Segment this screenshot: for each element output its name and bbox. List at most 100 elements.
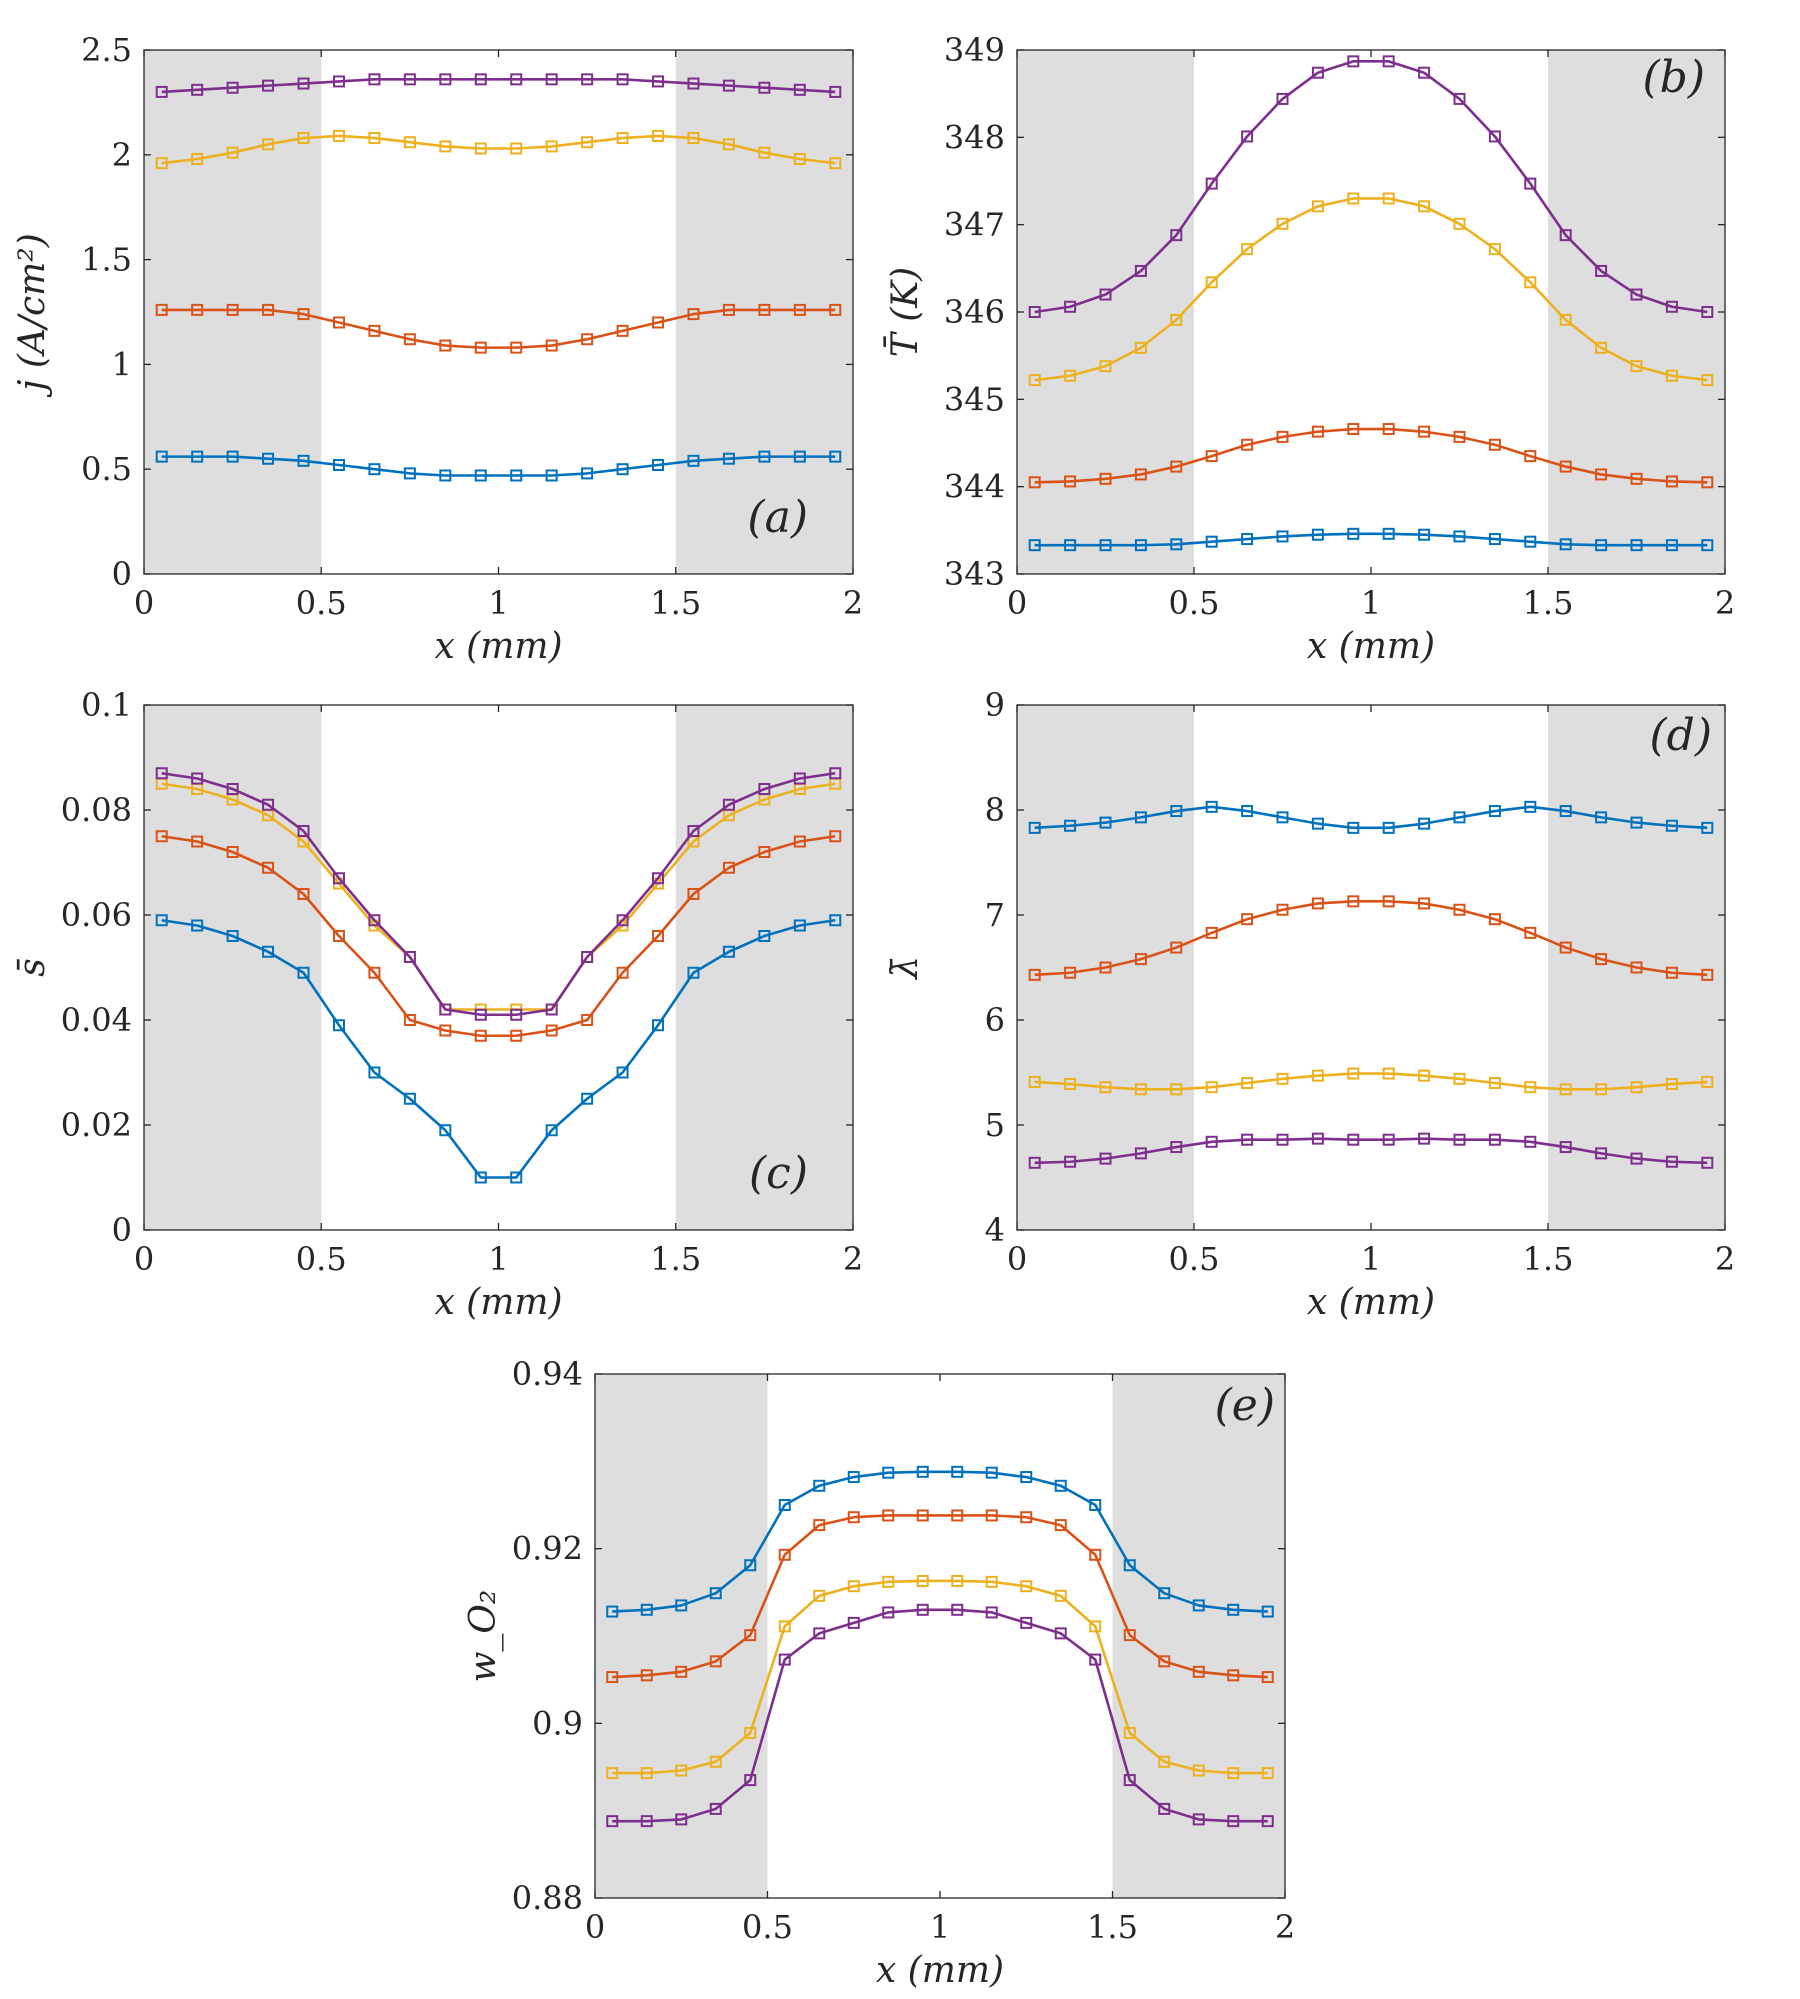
data-point [581, 1014, 594, 1026]
data-point [722, 452, 735, 465]
y-tick-label: 6 [985, 1001, 1005, 1039]
data-point [829, 85, 842, 98]
data-point [652, 1019, 665, 1032]
data-point [778, 1548, 791, 1561]
data-point [1276, 430, 1289, 443]
data-point [1064, 819, 1077, 832]
shaded-region-right [1548, 50, 1725, 574]
data-point [1382, 1133, 1395, 1146]
x-tick-label: 1 [488, 1240, 508, 1278]
data-point [1701, 476, 1714, 489]
x-axis-label-a: x (mm) [434, 626, 562, 667]
data-point [1205, 926, 1218, 939]
data-point [1382, 527, 1395, 540]
data-point [813, 1519, 826, 1532]
data-point [1028, 539, 1041, 552]
data-point [616, 914, 629, 927]
data-point [297, 825, 310, 837]
data-point [1418, 1069, 1431, 1082]
data-point [1311, 425, 1324, 438]
data-point [155, 914, 168, 927]
data-point [474, 1029, 487, 1042]
data-point [1347, 423, 1360, 436]
data-point [1028, 306, 1041, 318]
data-point [1418, 897, 1431, 910]
data-point [1524, 1081, 1537, 1094]
data-point [640, 1603, 653, 1616]
y-tick-label: 7 [985, 896, 1005, 934]
y-axis-label-e: w_O₂ [463, 1590, 504, 1683]
data-point [1665, 966, 1678, 979]
data-point [439, 1003, 452, 1016]
data-point [1347, 1067, 1360, 1080]
data-point [510, 1029, 523, 1042]
x-tick-label: 2 [843, 1240, 863, 1278]
data-point [1158, 1802, 1171, 1815]
data-point [1524, 276, 1537, 289]
data-point [1559, 460, 1572, 473]
data-point [793, 772, 806, 785]
data-point [510, 142, 523, 155]
data-point [1241, 243, 1254, 256]
data-point [368, 324, 381, 337]
data-point [1630, 288, 1643, 301]
data-point [1276, 1072, 1289, 1085]
data-point [1382, 895, 1395, 908]
data-point [1054, 1479, 1067, 1492]
y-axis-label-a: j (A/cm²) [12, 233, 53, 398]
data-point [1524, 177, 1537, 190]
data-point [778, 1499, 791, 1511]
data-point [744, 1629, 757, 1642]
x-axis-label-e: x (mm) [876, 1950, 1004, 1991]
data-point [606, 1605, 619, 1618]
data-point [1261, 1767, 1274, 1780]
y-tick-label: 2.5 [81, 31, 132, 69]
data-point [722, 138, 735, 151]
data-point [793, 303, 806, 316]
data-point [545, 140, 558, 153]
data-point [1630, 816, 1643, 829]
data-point [951, 1603, 964, 1616]
data-point [1241, 1133, 1254, 1146]
x-tick-label: 2 [1715, 584, 1735, 622]
data-point [1205, 1081, 1218, 1094]
data-point [1099, 1152, 1112, 1165]
data-point [1028, 821, 1041, 834]
data-point [1227, 1603, 1240, 1616]
data-point [1227, 1767, 1240, 1780]
y-tick-label: 0.08 [61, 791, 132, 829]
data-point [1418, 817, 1431, 830]
data-point [616, 463, 629, 476]
data-point [332, 316, 345, 329]
data-point [1170, 460, 1183, 473]
data-point [368, 1066, 381, 1079]
data-point [1064, 1155, 1077, 1168]
data-point [1595, 1083, 1608, 1096]
data-point [297, 966, 310, 979]
data-point [1311, 897, 1324, 910]
panel-label-d: (d) [1650, 710, 1713, 761]
data-point [1205, 800, 1218, 813]
x-tick-label: 0 [585, 1908, 605, 1946]
data-point [829, 157, 842, 170]
shaded-region-right [1112, 1374, 1285, 1898]
data-point [1205, 1135, 1218, 1148]
data-point [758, 146, 771, 159]
data-point [1311, 1069, 1324, 1082]
data-point [793, 450, 806, 463]
y-tick-label: 0.92 [512, 1530, 583, 1568]
data-point [916, 1574, 929, 1587]
data-point [1028, 1075, 1041, 1088]
data-point [1630, 961, 1643, 974]
data-point [545, 1024, 558, 1037]
data-point [951, 1465, 964, 1478]
data-point [1064, 369, 1077, 382]
y-axis-label-d: λ̄ [885, 956, 926, 981]
data-point [510, 1171, 523, 1184]
shaded-region-left [595, 1374, 768, 1898]
x-tick-label: 0.5 [296, 1240, 347, 1278]
data-point [474, 1171, 487, 1184]
data-point [1382, 1067, 1395, 1080]
data-point [606, 1815, 619, 1828]
y-axis-label-c: s̄ [12, 958, 53, 976]
